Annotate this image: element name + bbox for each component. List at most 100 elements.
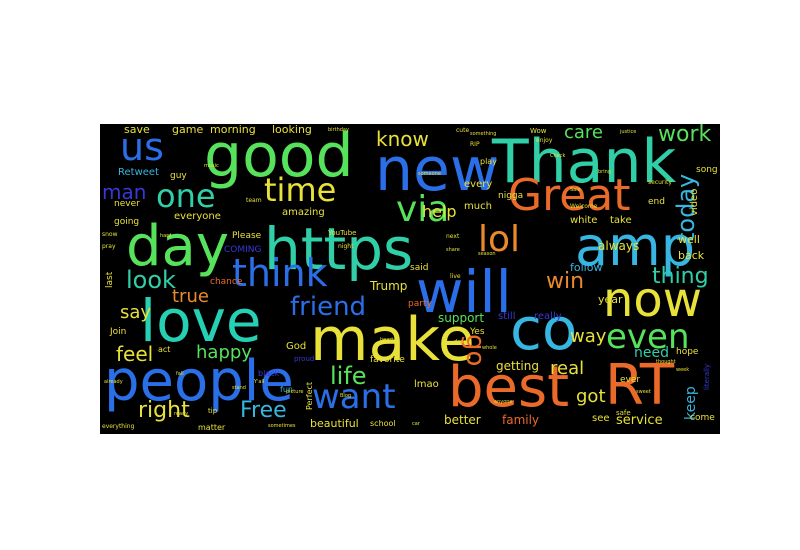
word-last: last <box>105 271 115 288</box>
word-ever: ever <box>620 375 641 385</box>
word-true: true <box>172 286 209 307</box>
word-real: real <box>550 358 585 379</box>
word-blog: Blog <box>340 393 352 399</box>
word-sweet: sweet <box>636 389 651 395</box>
word-via: via <box>396 189 450 230</box>
word-take: take <box>610 215 632 226</box>
word-guy: guy <box>170 171 187 181</box>
word-really: really <box>534 311 562 322</box>
word-rt: RT <box>605 353 675 418</box>
word-security: security <box>648 179 672 186</box>
word-fun: fun <box>280 385 293 394</box>
word-help: help <box>422 202 457 221</box>
word-us: us <box>120 125 164 169</box>
word-back: back <box>678 249 705 262</box>
word-best: best <box>448 355 570 420</box>
word-always: always <box>598 239 640 253</box>
word-lmao: lmao <box>414 379 439 390</box>
word-lol: lol <box>478 219 521 260</box>
word-everyone: everyone <box>174 211 221 222</box>
word-make: make <box>310 305 475 375</box>
word-check: Check <box>550 153 566 159</box>
word-good: good <box>204 124 354 191</box>
word-yes: Yes <box>470 327 485 337</box>
word-https: https <box>264 215 414 283</box>
word-matter: matter <box>198 423 226 432</box>
word-whole: whole <box>482 345 497 351</box>
word-tip: tip <box>208 407 218 415</box>
word-feel: feel <box>116 342 154 366</box>
word-hope: hope <box>676 347 699 357</box>
word-week: week <box>676 367 690 373</box>
word-cloud: Thank good new https day amp Great love … <box>100 124 720 434</box>
word-bring: bring <box>598 169 611 175</box>
word-something: something <box>470 131 497 137</box>
word-someone: someone <box>418 171 441 177</box>
word-much: much <box>464 201 492 212</box>
word-enjoy: enjoy <box>536 137 553 144</box>
word-trump: Trump <box>370 279 408 293</box>
word-year: year <box>598 293 623 306</box>
word-wow: Wow <box>530 127 547 135</box>
word-video: video <box>689 188 700 216</box>
word-school: school <box>370 419 396 428</box>
word-favorite: favorite <box>370 355 405 365</box>
word-proud: proud <box>294 355 315 363</box>
word-still: still <box>498 311 516 322</box>
word-night: night <box>338 243 354 250</box>
word-now: now <box>603 272 703 328</box>
word-act: act <box>158 345 171 354</box>
word-chance: chance <box>210 277 243 287</box>
word-heart: heart <box>380 337 394 343</box>
word-say: say <box>120 302 152 323</box>
word-literally: literally <box>703 363 711 390</box>
word-way: way <box>570 326 607 347</box>
word-look: look <box>126 266 176 294</box>
word-join: Join <box>110 327 127 337</box>
word-even: even <box>606 317 690 357</box>
word-right: right <box>138 398 190 423</box>
word-party: party <box>408 299 432 309</box>
word-sometimes: sometimes <box>268 423 296 429</box>
word-love: love <box>140 287 262 355</box>
word-play: play <box>480 157 497 166</box>
word-youtube: YouTube <box>328 229 357 237</box>
word-think: think <box>232 251 328 295</box>
word-care: care <box>564 124 604 143</box>
word-service: service <box>616 413 663 428</box>
word-come: come <box>690 413 715 423</box>
word-ready: ready <box>174 411 189 417</box>
word-retweet: Retweet <box>118 167 159 178</box>
word-save: save <box>124 124 150 136</box>
word-work: work <box>658 124 712 147</box>
word-time: time <box>264 171 337 209</box>
word-already: already <box>104 379 123 385</box>
word-coming: COMING <box>224 245 262 255</box>
word-man: man <box>102 180 147 204</box>
word-please: Please <box>232 231 262 241</box>
word-god: God <box>286 341 307 352</box>
word-looking: looking <box>272 124 312 136</box>
word-safe: safe <box>616 409 631 417</box>
word-got: got <box>576 386 606 407</box>
word-one: one <box>156 177 216 215</box>
word-welcome: Welcome <box>570 203 598 210</box>
word-need: need <box>634 345 669 361</box>
word-thing: thing <box>652 264 709 289</box>
word-happy: happy <box>196 342 252 363</box>
word-perfect: Perfect <box>305 381 314 410</box>
word-stand: stand <box>232 385 246 391</box>
word-every: every <box>464 179 493 190</box>
word-picture: picture <box>286 389 304 395</box>
word-anyone: anyone <box>494 399 513 405</box>
word-support: support <box>438 311 485 325</box>
word-song: song <box>696 165 718 175</box>
word-day: day <box>126 214 230 279</box>
word-co: co <box>510 295 578 363</box>
word-family: family <box>502 413 540 427</box>
word-morning: morning <box>210 124 256 136</box>
word-everything: everything <box>102 423 135 430</box>
word-rip: RIP <box>470 141 480 148</box>
word-justice: justice <box>620 129 637 135</box>
word-team: team <box>246 197 262 204</box>
